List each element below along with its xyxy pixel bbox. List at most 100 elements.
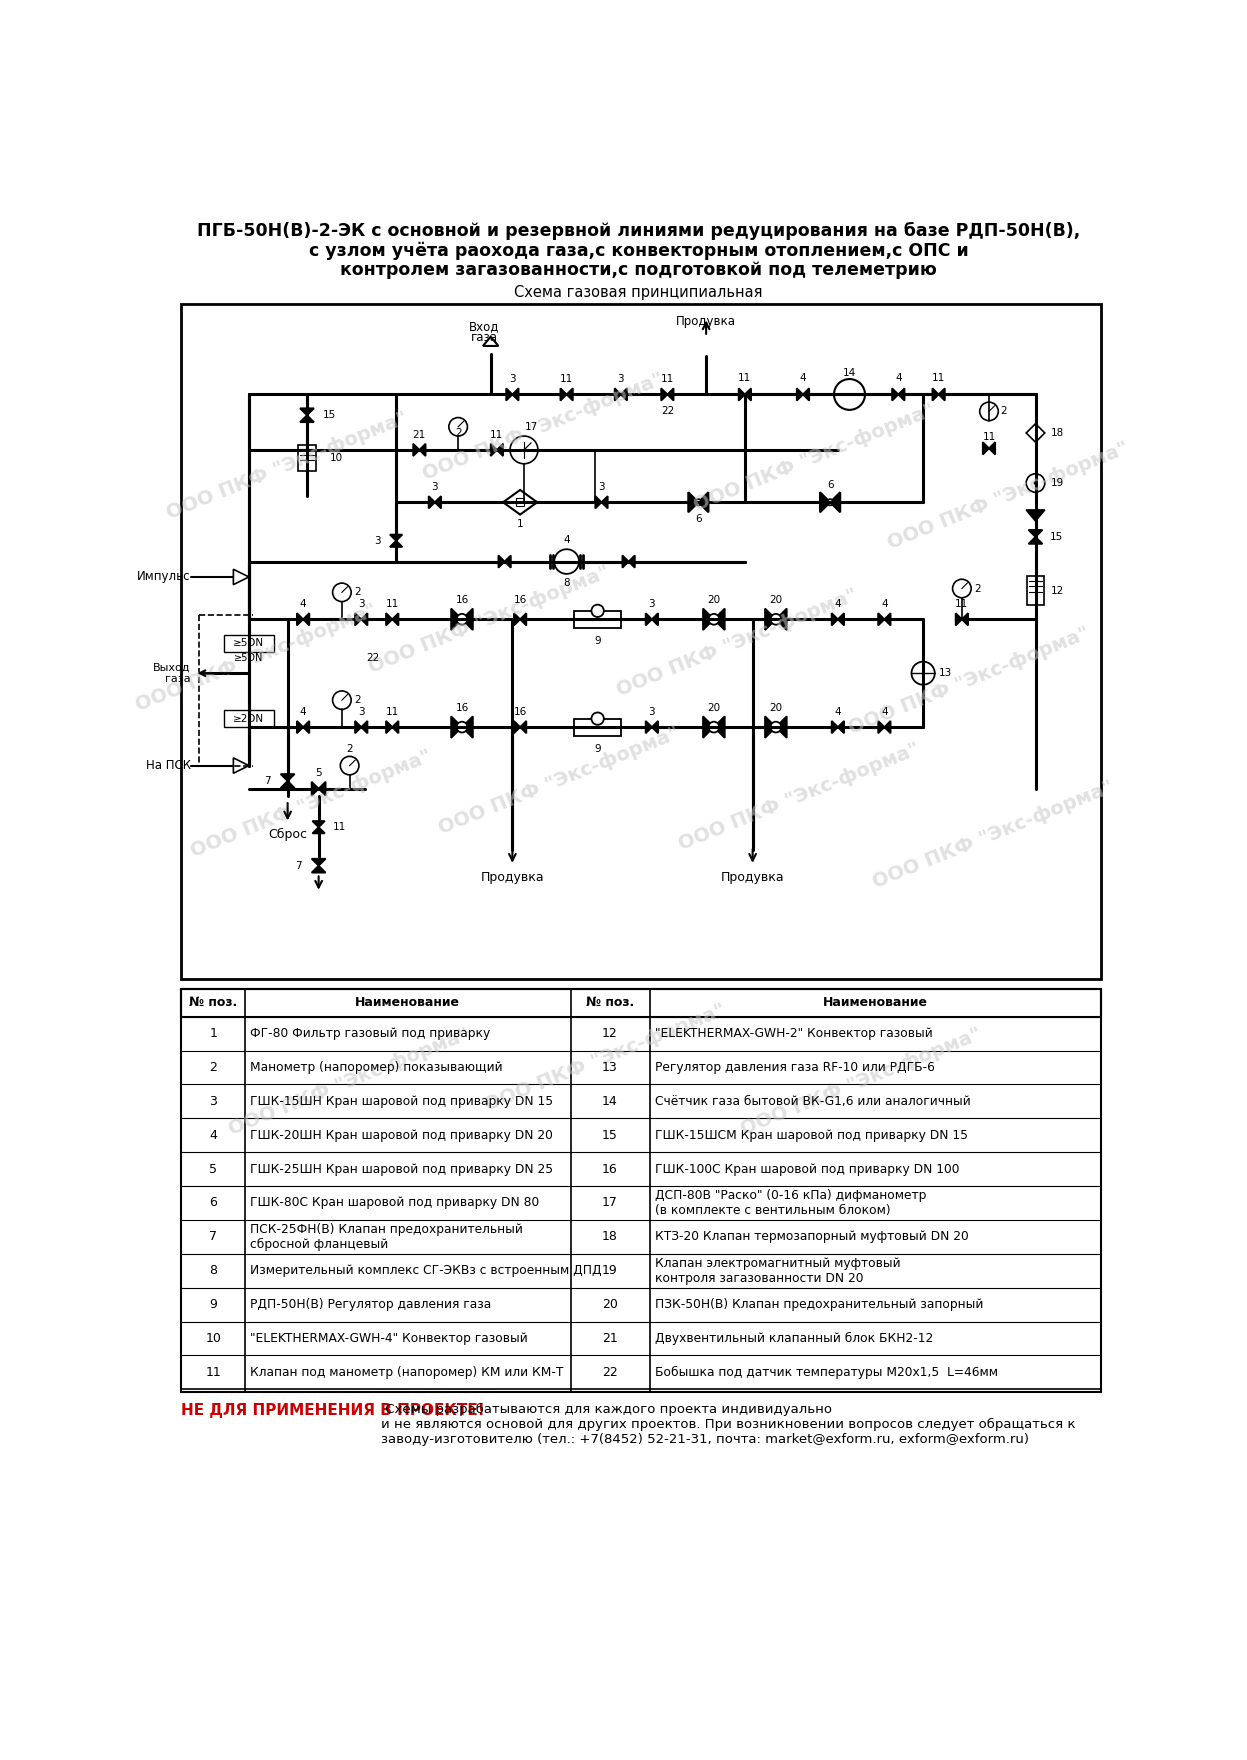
Text: ООО ПКФ "Экс-форма": ООО ПКФ "Экс-форма"	[226, 1024, 473, 1139]
Text: ООО ПКФ "Экс-форма": ООО ПКФ "Экс-форма"	[133, 600, 380, 715]
Text: 1: 1	[209, 1028, 217, 1040]
Text: ООО ПКФ "Экс-форма": ООО ПКФ "Экс-форма"	[738, 1024, 984, 1139]
Text: Счётчик газа бытовой ВК-G1,6 или аналогичный: Счётчик газа бытовой ВК-G1,6 или аналоги…	[655, 1095, 970, 1107]
Polygon shape	[490, 444, 496, 456]
Text: Вход: Вход	[469, 320, 500, 334]
Text: ≥2DN: ≥2DN	[233, 713, 264, 723]
Text: 3: 3	[358, 598, 364, 609]
Text: 17: 17	[602, 1197, 619, 1209]
Polygon shape	[652, 722, 658, 734]
Polygon shape	[303, 722, 309, 734]
Text: Двухвентильный клапанный блок БКН2-12: Двухвентильный клапанный блок БКН2-12	[655, 1332, 933, 1345]
Text: 3: 3	[509, 375, 516, 384]
Text: № поз.: № поз.	[586, 996, 635, 1008]
Text: НЕ ДЛЯ ПРИМЕНЕНИЯ В ПРОЕКТЕ!: НЕ ДЛЯ ПРИМЕНЕНИЯ В ПРОЕКТЕ!	[182, 1403, 485, 1419]
Circle shape	[591, 605, 604, 618]
Polygon shape	[821, 493, 831, 512]
Text: ПСК-25ФН(В) Клапан предохранительный
сбросной фланцевый: ПСК-25ФН(В) Клапан предохранительный сбр…	[251, 1223, 524, 1251]
Text: 11: 11	[661, 375, 673, 384]
Polygon shape	[312, 859, 325, 866]
Bar	[575, 718, 621, 736]
Polygon shape	[520, 612, 526, 625]
Polygon shape	[513, 389, 519, 401]
Text: Регулятор давления газа RF-10 или РДГБ-6: Регулятор давления газа RF-10 или РДГБ-6	[655, 1061, 935, 1074]
Text: 8: 8	[209, 1264, 217, 1278]
Text: ООО ПКФ "Экс-форма": ООО ПКФ "Экс-форма"	[676, 739, 923, 854]
Polygon shape	[566, 389, 572, 401]
Text: 2: 2	[354, 588, 360, 597]
Text: 9: 9	[209, 1299, 217, 1311]
Text: Продувка: Продувка	[676, 315, 736, 327]
Text: 1: 1	[516, 519, 524, 528]
Polygon shape	[451, 609, 461, 630]
Text: 22: 22	[367, 653, 379, 664]
Polygon shape	[838, 722, 844, 734]
Text: ДСП-80В "Раско" (0-16 кПа) дифманометр
(в комплекте с вентильным блоком): ДСП-80В "Раско" (0-16 кПа) дифманометр (…	[655, 1190, 927, 1216]
Text: 3: 3	[648, 598, 655, 609]
Polygon shape	[1029, 537, 1042, 544]
Circle shape	[771, 614, 782, 625]
Text: ГШК-15ШН Кран шаровой под приварку DN 15: ГШК-15ШН Кран шаровой под приварку DN 15	[251, 1095, 554, 1107]
Polygon shape	[892, 389, 898, 401]
Polygon shape	[233, 568, 249, 584]
Text: 2: 2	[347, 744, 353, 753]
Polygon shape	[297, 612, 303, 625]
Text: 2: 2	[974, 584, 981, 593]
Text: 10: 10	[206, 1332, 221, 1345]
Text: 17: 17	[525, 422, 539, 431]
Text: 11: 11	[385, 708, 399, 716]
Text: 11: 11	[560, 375, 574, 384]
Polygon shape	[595, 496, 601, 509]
Polygon shape	[560, 389, 566, 401]
Text: 19: 19	[1051, 479, 1064, 488]
Polygon shape	[955, 612, 961, 625]
Text: "ELEKTHERMAX-GWH-4" Конвектор газовый: "ELEKTHERMAX-GWH-4" Конвектор газовый	[251, 1332, 529, 1345]
Polygon shape	[514, 722, 520, 734]
Polygon shape	[803, 389, 809, 401]
Polygon shape	[1026, 510, 1045, 521]
Text: 4: 4	[299, 598, 307, 609]
Polygon shape	[713, 716, 725, 737]
Text: 22: 22	[661, 407, 673, 417]
Text: 11: 11	[932, 373, 945, 382]
Text: ООО ПКФ "Экс-форма": ООО ПКФ "Экс-форма"	[187, 746, 434, 861]
Text: Измерительный комплекс СГ-ЭКВз с встроенным ДПД: Измерительный комплекс СГ-ЭКВз с встроен…	[251, 1264, 602, 1278]
Text: 4: 4	[299, 708, 307, 716]
Text: 4: 4	[834, 598, 842, 609]
Polygon shape	[303, 612, 309, 625]
Bar	[224, 709, 273, 727]
Circle shape	[449, 417, 468, 436]
Text: 15: 15	[323, 410, 335, 421]
Bar	[224, 635, 273, 651]
Text: ≥5DN: ≥5DN	[234, 653, 263, 664]
Circle shape	[333, 692, 352, 709]
Text: 6: 6	[209, 1197, 217, 1209]
Circle shape	[1034, 482, 1038, 484]
Text: На ПСК: На ПСК	[146, 759, 191, 773]
Text: 6: 6	[695, 514, 702, 524]
Circle shape	[340, 757, 359, 774]
Bar	[516, 498, 524, 507]
Circle shape	[1026, 473, 1045, 493]
Polygon shape	[503, 489, 537, 514]
Text: 21: 21	[602, 1332, 619, 1345]
Text: 5: 5	[315, 769, 322, 778]
Text: 2: 2	[1000, 407, 1008, 417]
Text: 16: 16	[514, 708, 526, 716]
Bar	[575, 611, 621, 628]
Polygon shape	[483, 336, 499, 347]
Text: 13: 13	[602, 1061, 619, 1074]
Text: 14: 14	[843, 368, 857, 378]
Polygon shape	[667, 389, 673, 401]
Text: с узлом учёта раохода газа,с конвекторным отоплением,с ОПС и: с узлом учёта раохода газа,с конвекторны…	[309, 243, 969, 260]
Text: 3: 3	[617, 375, 625, 384]
Polygon shape	[496, 444, 503, 456]
Circle shape	[834, 378, 865, 410]
Text: 16: 16	[514, 595, 526, 605]
Polygon shape	[1029, 530, 1042, 537]
Polygon shape	[703, 716, 713, 737]
Polygon shape	[451, 716, 461, 737]
Polygon shape	[652, 612, 658, 625]
Text: Схема газовая принципиальная: Схема газовая принципиальная	[515, 285, 763, 301]
Text: 11: 11	[333, 822, 345, 832]
